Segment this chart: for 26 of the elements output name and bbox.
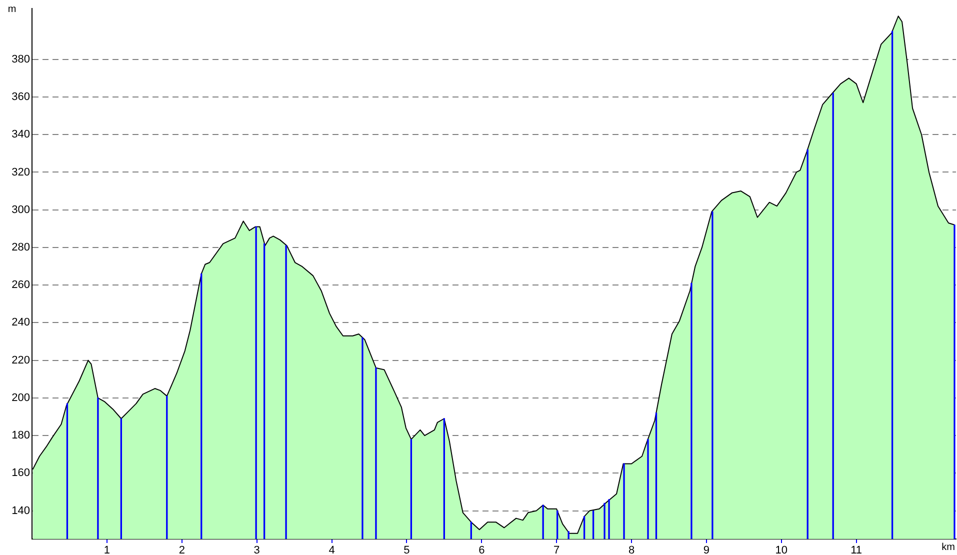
x-tick-label: 10 xyxy=(775,544,788,555)
y-tick-label: 360 xyxy=(12,91,30,104)
x-tick-label: 7 xyxy=(554,544,560,555)
x-axis-title: km xyxy=(942,542,955,553)
x-tick-label: 3 xyxy=(254,544,260,555)
y-tick-label: 320 xyxy=(12,166,30,178)
y-tick-label: 380 xyxy=(12,53,30,66)
y-tick-label: 260 xyxy=(12,279,30,292)
y-tick-label: 160 xyxy=(12,467,30,480)
x-tick-label: 6 xyxy=(478,544,485,555)
y-tick-label: 280 xyxy=(12,242,30,254)
x-tick-label: 11 xyxy=(850,544,862,555)
x-tick-label: 5 xyxy=(404,544,410,555)
x-tick-label: 8 xyxy=(628,544,635,555)
x-tick-label: 9 xyxy=(703,544,710,555)
x-tick-label: 1 xyxy=(104,544,110,555)
y-axis-title: m xyxy=(8,4,16,15)
y-tick-label: 140 xyxy=(12,504,30,517)
y-tick-label: 180 xyxy=(12,430,30,442)
y-tick-label: 300 xyxy=(12,204,30,216)
y-tick-label: 340 xyxy=(12,128,30,141)
y-tick-label: 200 xyxy=(12,392,30,404)
x-tick-label: 2 xyxy=(178,544,185,555)
x-tick-label: 4 xyxy=(328,544,335,555)
y-tick-label: 220 xyxy=(12,354,30,366)
y-tick-label: 240 xyxy=(12,316,30,329)
